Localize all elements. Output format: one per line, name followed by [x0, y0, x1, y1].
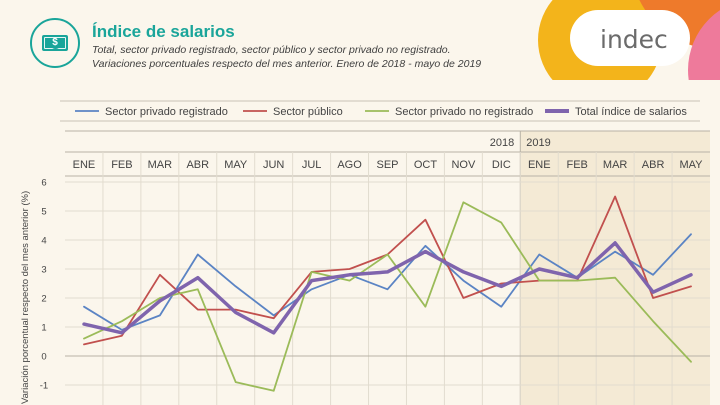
- highlight-2019: [520, 131, 710, 405]
- logo-badge: [570, 10, 690, 66]
- money-bill-icon: $: [42, 35, 68, 51]
- header-icon-circle: $: [30, 18, 80, 68]
- y-tick-label: -1: [40, 381, 48, 392]
- month-label-17: MAY: [680, 159, 704, 171]
- month-label-1: ENE: [73, 159, 96, 171]
- y-tick-label: 2: [41, 294, 46, 305]
- brand-shapes: [538, 0, 720, 80]
- y-tick-label: 3: [41, 265, 46, 276]
- month-label-2: FEB: [111, 159, 132, 171]
- year-label-2018: 2018: [490, 137, 514, 149]
- y-tick-label: 4: [41, 236, 46, 247]
- month-label-10: OCT: [414, 159, 438, 171]
- month-label-6: JUN: [263, 159, 284, 171]
- y-tick-label: 6: [41, 178, 46, 189]
- month-label-7: JUL: [302, 159, 322, 171]
- legend-label-1: Sector privado registrado: [105, 106, 228, 118]
- brand-pink-shape: [688, 10, 720, 80]
- page-subtitle: Total, sector privado registrado, sector…: [92, 43, 481, 71]
- y-axis-label: Variación porcentual respecto del mes an…: [20, 190, 31, 404]
- legend-label-2: Sector público: [273, 106, 343, 118]
- series-lines: [82, 195, 693, 392]
- dollar-symbol: $: [49, 37, 61, 49]
- month-label-12: DIC: [492, 159, 511, 171]
- month-label-4: ABR: [186, 159, 209, 171]
- month-label-11: NOV: [451, 159, 476, 171]
- y-axis: -1 0 1 2 3 4 5 6: [40, 178, 710, 392]
- month-label-9: SEP: [376, 159, 398, 171]
- legend-label-3: Sector privado no registrado: [395, 106, 533, 118]
- legend-label-4: Total índice de salarios: [575, 106, 687, 118]
- month-label-5: MAY: [224, 159, 248, 171]
- subtitle-line-2: Variaciones porcentuales respecto del me…: [92, 58, 482, 70]
- month-label-8: AGO: [337, 159, 362, 171]
- month-label-14: FEB: [567, 159, 588, 171]
- chart-frame: 2018 2019: [65, 130, 710, 405]
- chart-legend: Sector privado registrado Sector público S…: [60, 100, 700, 122]
- month-label-15: MAR: [603, 159, 628, 171]
- y-tick-label: 1: [41, 323, 46, 334]
- year-label-2019: 2019: [526, 137, 550, 149]
- month-label-3: MAR: [148, 159, 173, 171]
- month-label-16: ABR: [642, 159, 665, 171]
- y-tick-label: 5: [41, 207, 46, 218]
- month-header: ENE FEB MAR ABR MAY JUN JUL AGO SEP OCT NOV DIC ENE F…: [73, 152, 704, 405]
- month-label-13: ENE: [528, 159, 551, 171]
- y-tick-label: 0: [41, 352, 46, 363]
- page-title: Índice de salarios: [92, 22, 235, 41]
- indec-logo: indec: [600, 25, 668, 54]
- subtitle-line-1: Total, sector privado registrado, sector…: [92, 44, 451, 56]
